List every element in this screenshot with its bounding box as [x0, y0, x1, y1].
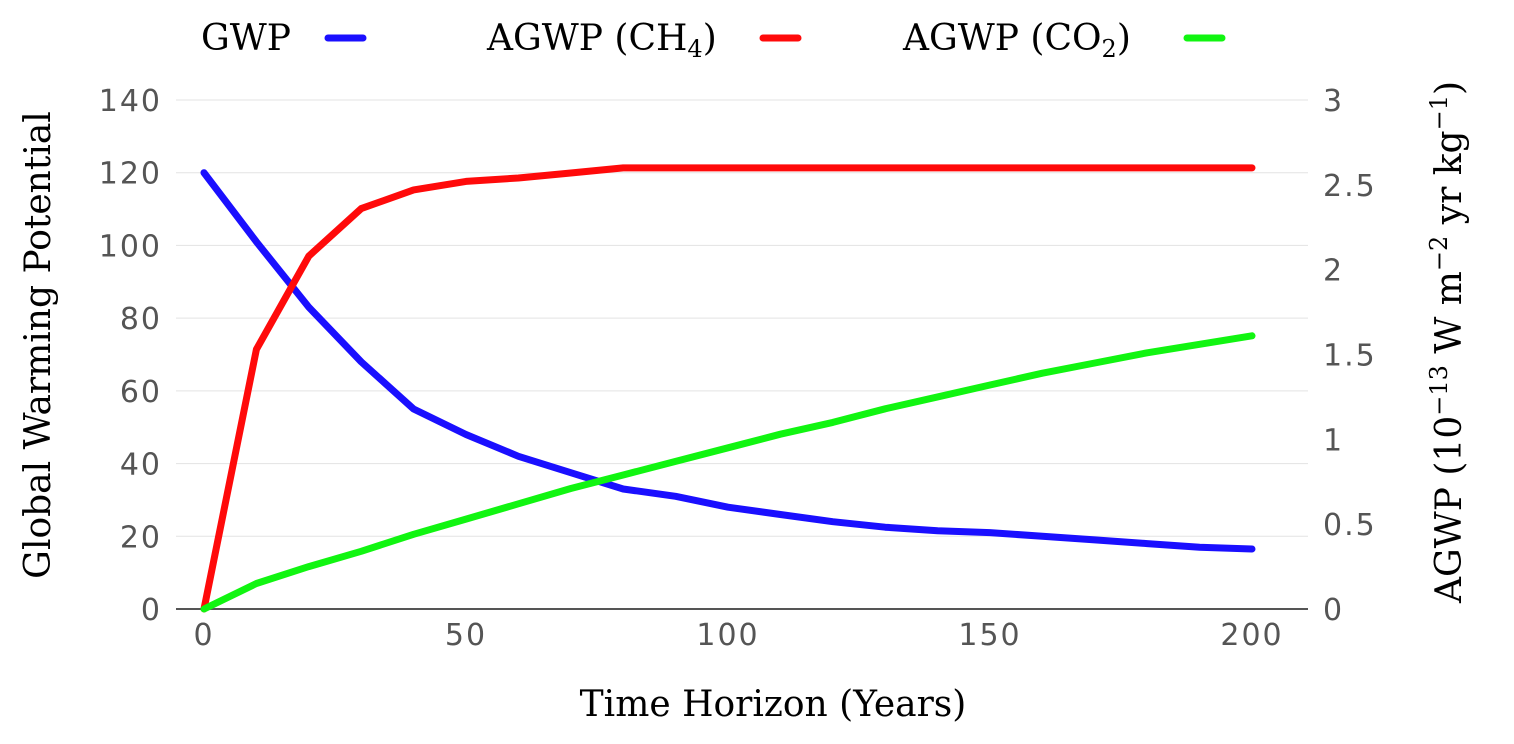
- series-line-ch4: [200, 164, 1256, 613]
- x-tick-50: 50: [445, 618, 487, 653]
- y-left-tick-40: 40: [120, 448, 162, 483]
- y-right-tick-2.5: 2.5: [1323, 169, 1377, 204]
- y-axis-right-title-exp2: −2: [1425, 236, 1453, 271]
- y-right-tick-1: 1: [1323, 423, 1344, 458]
- y-left-tick-120: 120: [99, 157, 162, 192]
- y-right-tick-0: 0: [1323, 593, 1344, 628]
- y-axis-right-title-suffix: ): [1429, 81, 1470, 95]
- y-right-tick-0.5: 0.5: [1323, 508, 1377, 543]
- legend: GWP AGWP (CH4) AGWP (CO2): [201, 18, 1226, 63]
- y-axis-right-title-prefix: AGWP (10: [1429, 416, 1470, 604]
- series-line-co2: [200, 332, 1256, 613]
- y-axis-right-title-middle2: yr kg: [1429, 130, 1470, 235]
- y-left-tick-80: 80: [120, 302, 162, 337]
- x-tick-100: 100: [696, 618, 759, 653]
- x-axis-title: Time Horizon (Years): [580, 684, 967, 725]
- gridlines: [176, 99, 1308, 537]
- x-tick-200: 200: [1220, 618, 1283, 653]
- y-axis-right-title-exp3: −1: [1425, 95, 1453, 130]
- series-lines: [200, 164, 1256, 613]
- y-axis-right-title-middle: W m: [1429, 271, 1470, 365]
- legend-label-co2: AGWP (CO2): [902, 18, 1131, 63]
- legend-label-ch4: AGWP (CH4): [486, 18, 717, 63]
- y-right-tick-3: 3: [1323, 84, 1344, 119]
- x-tick-150: 150: [958, 618, 1021, 653]
- series-line-gwp: [200, 169, 1256, 553]
- y-axis-right-title: AGWP (10−13 W m−2 yr kg−1): [1425, 81, 1470, 604]
- legend-label-gwp: GWP: [201, 18, 291, 59]
- y-left-tick-20: 20: [120, 520, 162, 555]
- x-tick-0: 0: [193, 618, 214, 653]
- y-left-tick-0: 0: [141, 593, 162, 628]
- y-left-tick-100: 100: [99, 229, 162, 264]
- y-left-tick-60: 60: [120, 375, 162, 410]
- y-left-tick-140: 140: [99, 84, 162, 119]
- y-right-tick-2: 2: [1323, 254, 1344, 289]
- y-axis-right-title-exp1: −13: [1425, 365, 1453, 416]
- y-axis-left-title: Global Warming Potential: [18, 111, 59, 579]
- y-right-tick-1.5: 1.5: [1323, 339, 1377, 374]
- tick-labels: 0 20 40 60 80 100 120 140 0 0.5 1 1.5 2 2.5 3 0 50 100 150…: [99, 84, 1377, 653]
